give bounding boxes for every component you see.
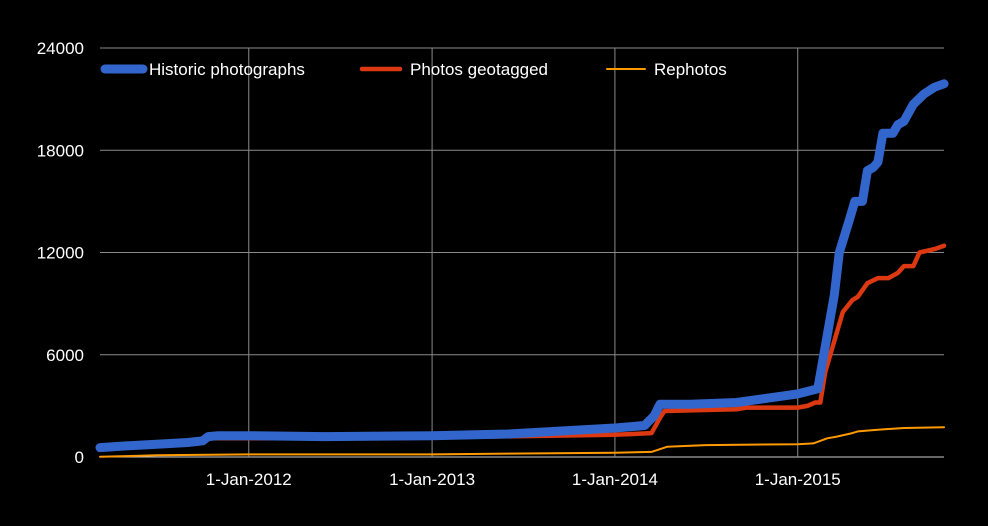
legend-label: Rephotos [654,60,727,79]
legend: Historic photographs Photos geotagged Reph… [100,60,727,79]
y-tick-label: 24000 [37,39,84,58]
series-line-historic-photographs [95,79,949,453]
x-tick-label: 1-Jan-2013 [389,470,475,489]
legend-label: Historic photographs [149,60,305,79]
axis-labels: 0 6000 12000 18000 24000 1-Jan-2012 1-Jan-2013… [37,39,841,489]
y-tick-label: 0 [75,448,84,467]
series-lines [95,79,949,458]
series-line-photos-geotagged [97,243,947,449]
y-tick-label: 6000 [46,346,84,365]
gridlines [100,47,944,458]
legend-label: Photos geotagged [410,60,548,79]
y-tick-label: 18000 [37,141,84,160]
x-tick-label: 1-Jan-2014 [572,470,658,489]
x-tick-label: 1-Jan-2015 [755,470,841,489]
series-line-rephotos [99,426,945,458]
y-tick-label: 12000 [37,244,84,263]
x-tick-label: 1-Jan-2012 [206,470,292,489]
